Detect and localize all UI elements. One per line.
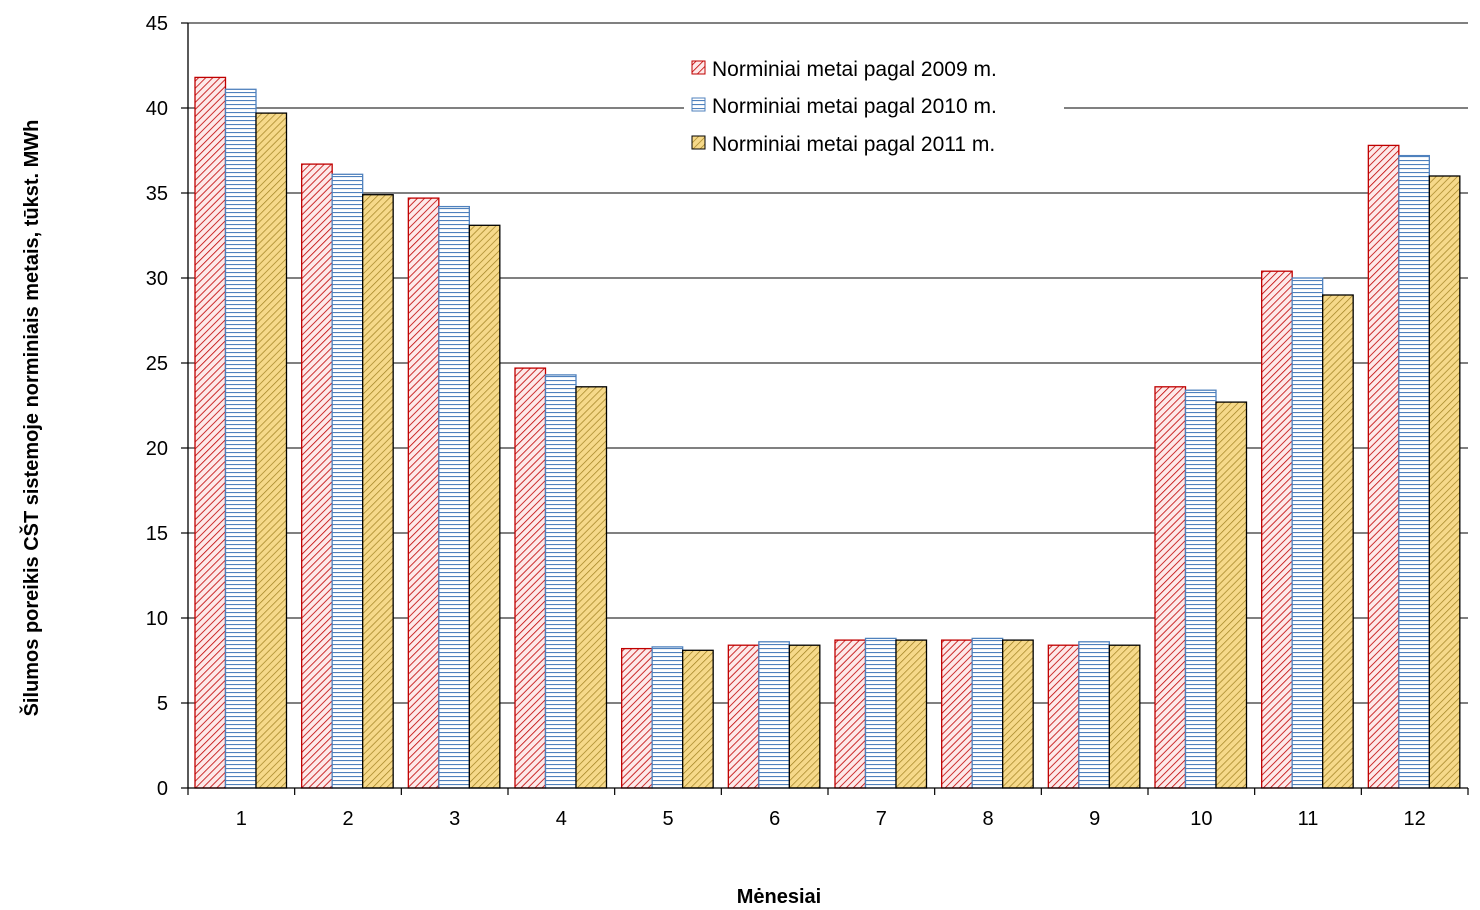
- bar-series3-month-5: [682, 649, 714, 789]
- x-tick-label: 8: [982, 808, 993, 830]
- bar-series2-month-12: [1398, 154, 1430, 789]
- bar-series3-month-9: [1108, 644, 1141, 789]
- legend: Norminiai metai pagal 2009 m. Norminiai …: [684, 50, 1064, 162]
- y-tick-label: 35: [146, 183, 168, 205]
- axes: [181, 22, 1469, 795]
- x-tick-label: 2: [342, 808, 353, 830]
- bar-series2-month-11: [1291, 277, 1324, 789]
- legend-background: [684, 50, 1064, 162]
- bar-series2-month-5: [651, 646, 684, 789]
- bar-series2-month-2: [331, 173, 364, 789]
- x-tick-label: 9: [1089, 808, 1100, 830]
- y-tick-label: 40: [146, 98, 168, 120]
- bar-series2-month-9: [1078, 641, 1110, 789]
- bar-series2-month-10: [1184, 389, 1217, 789]
- y-tick-label: 30: [146, 268, 168, 290]
- bar-series1-month-3: [407, 197, 440, 789]
- bar-series3-month-3: [468, 224, 501, 789]
- bar-series1-month-9: [1047, 644, 1080, 789]
- bar-series2-month-1: [224, 88, 257, 789]
- y-tick-label: 45: [146, 13, 168, 35]
- x-tick-label: 3: [449, 808, 460, 830]
- gridlines: [188, 22, 1468, 704]
- legend-swatch-2009: [691, 60, 706, 75]
- bar-series1-month-6: [727, 644, 760, 789]
- y-tick-labels: 0 5 10 15 20 25 30 35 40 45: [146, 13, 168, 800]
- x-tick-labels: 1 2 3 4 5 6 7 8 9 10 11 12: [236, 808, 1426, 830]
- bar-series3-month-8: [1002, 639, 1034, 789]
- x-tick-label: 1: [236, 808, 247, 830]
- bar-series2-month-6: [758, 641, 790, 789]
- bar-series3-month-12: [1428, 175, 1461, 789]
- legend-label-2010: Norminiai metai pagal 2010 m.: [712, 95, 997, 118]
- bar-series3-month-1: [255, 112, 288, 789]
- x-tick-label: 11: [1298, 808, 1319, 830]
- bar-series2-month-3: [438, 205, 470, 789]
- y-tick-label: 0: [157, 778, 168, 800]
- y-tick-label: 10: [146, 608, 168, 630]
- legend-label-2011: Norminiai metai pagal 2011 m.: [712, 133, 995, 156]
- bar-series1-month-5: [621, 647, 653, 789]
- bar-series1-month-4: [514, 367, 547, 789]
- bar-series1-month-10: [1154, 386, 1187, 789]
- bar-series3-month-4: [575, 386, 608, 789]
- bar-series1-month-11: [1261, 270, 1293, 789]
- bar-series3-month-6: [788, 644, 821, 789]
- y-axis-title: Šilumos poreikis CŠT sistemoje norminiai…: [19, 120, 43, 717]
- x-axis-title: Mėnesiai: [737, 886, 821, 908]
- y-tick-label: 20: [146, 438, 168, 460]
- bar-series1-month-2: [301, 163, 333, 789]
- x-tick-label: 6: [769, 808, 780, 830]
- bar-series3-month-2: [362, 194, 394, 789]
- y-tick-label: 5: [157, 693, 168, 715]
- bar-series2-month-4: [544, 374, 577, 789]
- bar-series3-month-7: [895, 639, 928, 789]
- x-tick-label: 10: [1190, 808, 1212, 830]
- bar-series1-month-12: [1367, 144, 1400, 789]
- x-tick-label: 7: [876, 808, 887, 830]
- legend-label-2009: Norminiai metai pagal 2009 m.: [712, 58, 997, 81]
- legend-swatch-2011: [691, 135, 706, 150]
- bar-series2-month-7: [864, 637, 897, 789]
- x-tick-label: 4: [556, 808, 567, 830]
- bar-series3-month-11: [1322, 294, 1354, 789]
- bar-series2-month-8: [971, 637, 1004, 789]
- y-tick-label: 15: [146, 523, 168, 545]
- x-tick-label: 12: [1404, 808, 1426, 830]
- bar-series1-month-7: [834, 639, 867, 789]
- bar-series3-month-10: [1215, 401, 1248, 789]
- x-tick-label: 5: [662, 808, 673, 830]
- bars: [194, 76, 1461, 789]
- bar-series1-month-1: [194, 76, 227, 789]
- bar-series1-month-8: [941, 639, 973, 789]
- y-tick-label: 25: [146, 353, 168, 375]
- legend-swatch-2010: [691, 97, 706, 112]
